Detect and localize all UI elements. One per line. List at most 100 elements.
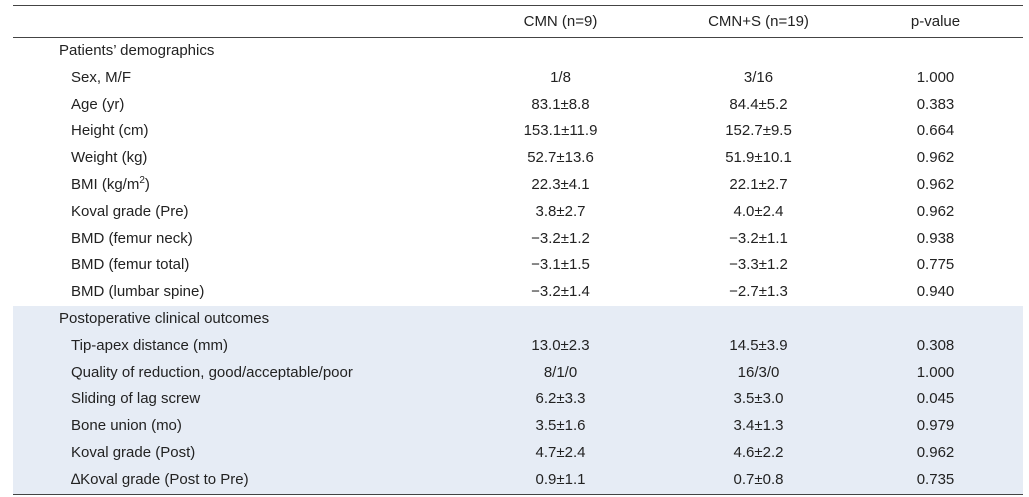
row-label: Quality of reduction, good/acceptable/po… (71, 360, 353, 387)
table-row: BMD (femur total) −3.1±1.5 −3.3±1.2 0.775 (13, 252, 1023, 279)
p-value: 0.735 (916, 470, 955, 488)
cmn-s-value: 4.0±2.4 (733, 202, 784, 220)
row-label-text: Quality of reduction, good/acceptable/po… (71, 363, 353, 381)
cmn-s-value: 152.7±9.5 (725, 122, 792, 140)
row-label: Koval grade (Pre) (71, 199, 189, 226)
table-bottom-rule (13, 493, 1023, 495)
header-cmn-s: CMN+S (n=19) (708, 13, 809, 30)
p-value: 0.308 (916, 336, 955, 354)
p-value: 0.940 (916, 283, 955, 301)
row-label-suffix: ) (144, 175, 150, 193)
row-label: BMI (kg/m2) (71, 172, 150, 199)
cmn-value: 8/1/0 (543, 363, 578, 381)
p-value: 0.962 (916, 202, 955, 220)
row-label-text: BMI (kg/m (71, 175, 140, 193)
p-value: 0.775 (916, 256, 955, 274)
results-table: CMN (n=9) CMN+S (n=19) p-value Patients’… (13, 5, 1023, 495)
cmn-s-value: 51.9±10.1 (725, 149, 792, 167)
p-value: 0.938 (916, 229, 955, 247)
row-label-text: ∆Koval grade (Post to Pre) (71, 470, 249, 488)
row-label: Koval grade (Post) (71, 440, 195, 467)
row-label: Sex, M/F (71, 65, 131, 92)
row-label: BMD (femur neck) (71, 226, 193, 253)
table-body: Patients’ demographics Sex, M/F 1/8 3/16 1.0… (13, 38, 1023, 494)
cmn-s-value: 4.6±2.2 (733, 443, 784, 461)
row-label-text: BMD (femur total) (71, 256, 190, 274)
row-label: Weight (kg) (71, 145, 147, 172)
table-row: Age (yr) 83.1±8.8 84.4±5.2 0.383 (13, 92, 1023, 119)
cmn-s-value: 16/3/0 (737, 363, 780, 381)
header-p-value: p-value (910, 13, 961, 30)
row-label-text: Koval grade (Pre) (71, 202, 189, 220)
cmn-value: 4.7±2.4 (535, 443, 586, 461)
cmn-s-value: 0.7±0.8 (733, 470, 784, 488)
cmn-s-value: 84.4±5.2 (729, 95, 788, 113)
row-label: BMD (lumbar spine) (71, 279, 204, 306)
p-value: 0.664 (916, 122, 955, 140)
row-label-text: Weight (kg) (71, 149, 148, 167)
section-title: Patients’ demographics (59, 42, 215, 59)
row-label-text: Height (cm) (71, 122, 149, 140)
row-label: Height (cm) (71, 118, 149, 145)
row-label-text: Koval grade (Post) (71, 443, 196, 461)
cmn-value: −3.2±1.2 (531, 229, 590, 247)
cmn-value: 6.2±3.3 (535, 390, 586, 408)
cmn-s-value: −3.3±1.2 (729, 256, 788, 274)
row-label-text: BMD (lumbar spine) (71, 283, 205, 301)
cmn-s-value: 3.4±1.3 (733, 417, 784, 435)
cmn-value: 83.1±8.8 (531, 95, 590, 113)
p-value: 1.000 (916, 363, 955, 381)
p-value: 0.962 (916, 149, 955, 167)
cmn-value: 3.5±1.6 (535, 417, 586, 435)
cmn-value: 22.3±4.1 (531, 175, 590, 193)
row-label: BMD (femur total) (71, 252, 189, 279)
cmn-s-value: 22.1±2.7 (729, 175, 788, 193)
cmn-value: 153.1±11.9 (523, 122, 598, 140)
row-label: Sliding of lag screw (71, 386, 200, 413)
cmn-s-value: 14.5±3.9 (729, 336, 788, 354)
row-label-text: Bone union (mo) (71, 417, 182, 435)
cmn-value: −3.2±1.4 (531, 283, 590, 301)
p-value: 0.045 (916, 390, 955, 408)
table-row: Height (cm) 153.1±11.9 152.7±9.5 0.664 (13, 118, 1023, 145)
table-row: ∆Koval grade (Post to Pre) 0.9±1.1 0.7±0.8… (13, 467, 1023, 494)
table-top-rule (13, 5, 1023, 6)
table-row: Tip-apex distance (mm) 13.0±2.3 14.5±3.9 0.… (13, 333, 1023, 360)
p-value: 0.962 (916, 175, 955, 193)
cmn-s-value: 3/16 (743, 68, 774, 86)
cmn-s-value: 3.5±3.0 (733, 390, 784, 408)
table-row: BMD (lumbar spine) −3.2±1.4 −2.7±1.3 0.940 (13, 279, 1023, 306)
row-label: ∆Koval grade (Post to Pre) (71, 467, 249, 494)
table-row: BMD (femur neck) −3.2±1.2 −3.2±1.1 0.938 (13, 226, 1023, 253)
section-title: Postoperative clinical outcomes (59, 309, 270, 327)
row-label: Tip-apex distance (mm) (71, 333, 228, 360)
section-demographics: Patients’ demographics Sex, M/F 1/8 3/16 1.0… (13, 38, 1023, 306)
cmn-value: 3.8±2.7 (535, 202, 586, 220)
table-header-rule (13, 37, 1023, 38)
p-value: 0.979 (916, 417, 955, 435)
row-label-text: Tip-apex distance (mm) (71, 336, 228, 354)
section-outcomes: Postoperative clinical outcomes Tip-apex … (13, 305, 1023, 494)
row-label-text: Sliding of lag screw (71, 390, 201, 408)
p-value: 1.000 (916, 68, 955, 86)
cmn-value: 13.0±2.3 (531, 336, 590, 354)
header-cmn: CMN (n=9) (523, 13, 598, 30)
table-header-row: CMN (n=9) CMN+S (n=19) p-value (13, 6, 1023, 37)
table-row: Koval grade (Post) 4.7±2.4 4.6±2.2 0.962 (13, 440, 1023, 467)
p-value: 0.383 (916, 95, 955, 113)
table-row: BMI (kg/m2) 22.3±4.1 22.1±2.7 0.962 (13, 172, 1023, 199)
table-row: Bone union (mo) 3.5±1.6 3.4±1.3 0.979 (13, 413, 1023, 440)
table-row: Weight (kg) 52.7±13.6 51.9±10.1 0.962 (13, 145, 1023, 172)
cmn-value: 1/8 (550, 68, 571, 86)
row-label: Age (yr) (71, 92, 124, 119)
cmn-value: 52.7±13.6 (527, 149, 594, 167)
row-label-superscript: 2 (139, 174, 145, 186)
row-label: Bone union (mo) (71, 413, 182, 440)
table-row: Sex, M/F 1/8 3/16 1.000 (13, 65, 1023, 92)
row-label-text: BMD (femur neck) (71, 229, 193, 247)
table-row: Koval grade (Pre) 3.8±2.7 4.0±2.4 0.962 (13, 199, 1023, 226)
table-row: Quality of reduction, good/acceptable/po… (13, 360, 1023, 387)
row-label-text: Sex, M/F (71, 68, 132, 86)
cmn-value: −3.1±1.5 (531, 256, 590, 274)
row-label-text: Age (yr) (71, 95, 125, 113)
